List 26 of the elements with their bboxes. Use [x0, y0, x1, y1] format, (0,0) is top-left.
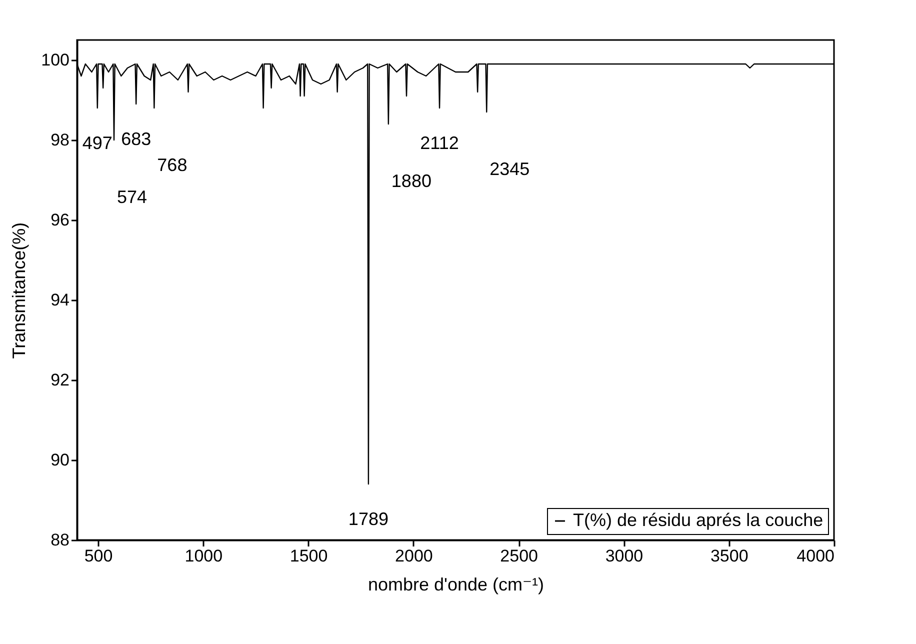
- x-tick-label: 1000: [184, 546, 223, 566]
- y-tick-label: 90: [50, 450, 70, 470]
- y-tick-label: 94: [50, 290, 70, 310]
- x-tick-label: 1500: [290, 546, 328, 566]
- x-tick-label: 500: [84, 546, 113, 566]
- x-tick-label: 2000: [395, 546, 433, 566]
- y-tick-label: 100: [41, 50, 70, 70]
- annotation: 2345: [490, 159, 530, 179]
- x-tick-label: 3500: [710, 546, 748, 566]
- x-tick-label: 3000: [605, 546, 644, 566]
- legend-label: T(%) de résidu aprés la couche: [573, 510, 824, 530]
- x-tick-label: 2500: [500, 546, 538, 566]
- annotation: 2112: [420, 133, 459, 153]
- annotation: 497: [82, 133, 112, 153]
- y-tick-label: 92: [50, 370, 70, 390]
- x-tick-label: 4000: [796, 546, 834, 566]
- annotation: 768: [157, 155, 188, 175]
- annotation: 683: [121, 129, 152, 149]
- x-axis-title: nombre d'onde (cm⁻¹): [368, 574, 544, 594]
- y-axis-title: Transmitance(%): [9, 222, 30, 359]
- y-tick-label: 98: [50, 130, 70, 150]
- y-tick-label: 88: [50, 530, 70, 550]
- annotation: 1789: [348, 509, 388, 529]
- annotation: 1880: [391, 171, 432, 191]
- annotation: 574: [117, 187, 148, 207]
- y-tick-label: 96: [50, 210, 70, 230]
